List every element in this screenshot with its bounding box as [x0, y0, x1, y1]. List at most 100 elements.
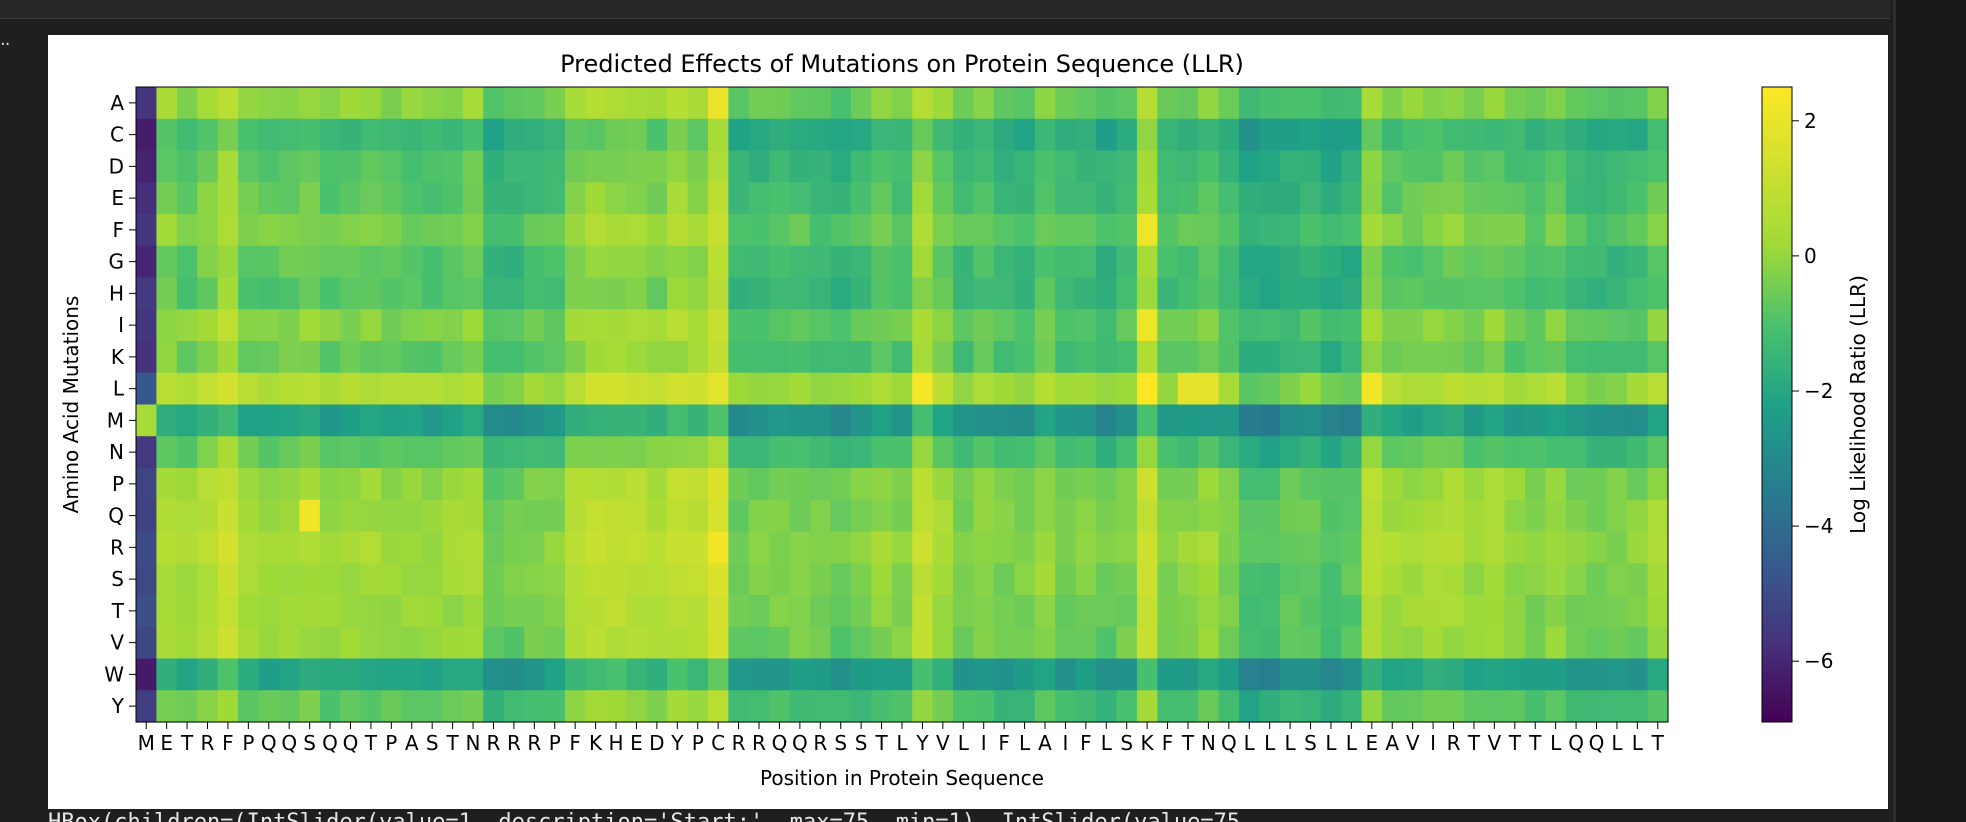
heatmap-cell: [544, 277, 566, 310]
heatmap-cell: [1218, 499, 1240, 533]
heatmap-cell: [1136, 309, 1158, 342]
heatmap-cell: [503, 626, 525, 660]
x-tick-label: N: [466, 731, 481, 755]
heatmap-cell: [1177, 118, 1199, 152]
heatmap-cell: [258, 277, 280, 310]
heatmap-cell: [830, 468, 852, 501]
heatmap-cell: [136, 277, 158, 310]
heatmap-cell: [993, 87, 1015, 120]
x-tick-label: L: [1264, 731, 1276, 755]
heatmap-cell: [1463, 309, 1485, 342]
heatmap-cell: [1096, 182, 1118, 215]
heatmap-cell: [1606, 118, 1628, 152]
heatmap-cell: [1525, 690, 1547, 723]
heatmap-cell: [891, 309, 913, 342]
x-tick-label: V: [1488, 731, 1502, 755]
heatmap-cell: [1402, 531, 1424, 564]
heatmap-cell: [1606, 277, 1628, 310]
heatmap-cell: [1157, 499, 1179, 533]
heatmap-cell: [605, 309, 627, 342]
heatmap-cell: [1422, 182, 1444, 215]
heatmap-cell: [442, 436, 464, 469]
heatmap-cell: [197, 436, 219, 469]
heatmap-cell: [238, 150, 260, 183]
x-tick-label: L: [1325, 731, 1337, 755]
heatmap-cell: [1382, 404, 1404, 437]
heatmap-cell: [340, 118, 362, 152]
heatmap-cell: [524, 499, 546, 533]
scrollbar-track[interactable]: [1893, 0, 1896, 822]
heatmap-cell: [1320, 87, 1342, 120]
vertical-scrollbar[interactable]: [1893, 0, 1966, 822]
heatmap-cell: [1136, 499, 1158, 533]
heatmap-cell: [1484, 436, 1506, 469]
heatmap-cell: [1565, 499, 1587, 533]
heatmap-cell: [299, 150, 321, 183]
heatmap-cell: [360, 404, 382, 437]
heatmap-cell: [1075, 436, 1097, 469]
heatmap-cell: [401, 468, 423, 501]
heatmap-cell: [626, 595, 648, 628]
heatmap-cell: [278, 658, 301, 691]
heatmap-cell: [830, 499, 852, 533]
heatmap-cell: [1116, 309, 1138, 342]
heatmap-cell: [1116, 150, 1138, 183]
x-tick-label: C: [711, 731, 725, 755]
heatmap-cell: [1463, 245, 1485, 279]
heatmap-cell: [258, 87, 280, 120]
cell-menu-icon[interactable]: ··: [0, 34, 10, 55]
heatmap-cell: [1627, 214, 1649, 247]
heatmap-cell: [1136, 245, 1158, 279]
heatmap-cell: [1075, 626, 1097, 660]
heatmap-cell: [1545, 531, 1567, 564]
heatmap-cell: [912, 309, 934, 342]
heatmap-cell: [1463, 690, 1485, 723]
heatmap-cell: [1402, 214, 1424, 247]
heatmap-cell: [1198, 658, 1220, 691]
heatmap-cell: [728, 182, 750, 215]
heatmap-cell: [871, 341, 893, 374]
heatmap-cell: [483, 595, 505, 628]
heatmap-cell: [646, 118, 668, 152]
heatmap-cell: [993, 150, 1015, 183]
heatmap-cell: [544, 563, 566, 596]
heatmap-cell: [1484, 595, 1506, 628]
heatmap-cell: [156, 309, 178, 342]
heatmap-cell: [891, 658, 913, 691]
heatmap-cell: [401, 372, 423, 406]
heatmap-cell: [891, 468, 913, 501]
heatmap-cell: [1055, 626, 1077, 660]
heatmap-cell: [1361, 309, 1383, 342]
heatmap-cell: [1545, 150, 1567, 183]
heatmap-cell: [360, 595, 382, 628]
heatmap-cell: [421, 372, 443, 406]
heatmap-cell: [176, 595, 198, 628]
heatmap-cell: [1198, 118, 1220, 152]
x-tick-label: P: [385, 731, 397, 755]
heatmap-cell: [483, 531, 505, 564]
heatmap-cell: [421, 436, 443, 469]
heatmap-cell: [646, 372, 668, 406]
heatmap-cell: [1320, 563, 1342, 596]
heatmap-cell: [1484, 182, 1506, 215]
heatmap-cell: [1361, 563, 1383, 596]
heatmap-cell: [953, 341, 975, 374]
heatmap-cell: [1422, 626, 1444, 660]
heatmap-cell: [789, 468, 811, 501]
heatmap-cell: [1382, 87, 1404, 120]
heatmap-cell: [585, 341, 607, 374]
heatmap-cell: [1647, 87, 1669, 120]
heatmap-cell: [564, 404, 586, 437]
heatmap-cell: [932, 87, 954, 120]
heatmap-cell: [891, 626, 913, 660]
heatmap-cell: [1279, 277, 1301, 310]
heatmap-cell: [442, 87, 464, 120]
heatmap-cell: [176, 468, 198, 501]
heatmap-cell: [1402, 182, 1424, 215]
heatmap-cell: [483, 245, 505, 279]
heatmap-cell: [299, 563, 321, 596]
heatmap-cell: [1443, 563, 1465, 596]
x-tick-label: L: [1346, 731, 1358, 755]
heatmap-cell: [421, 277, 443, 310]
heatmap-cell: [238, 468, 260, 501]
